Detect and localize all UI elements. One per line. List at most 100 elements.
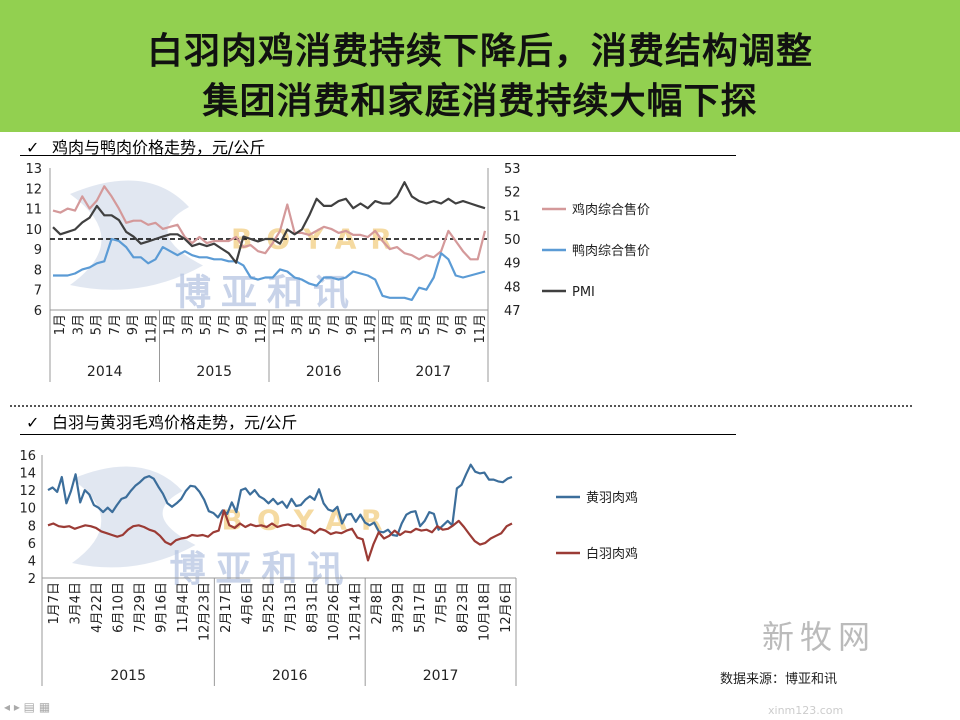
x-tick-label: 8月31日 bbox=[305, 582, 320, 633]
x-tick-label: 9月 bbox=[345, 314, 360, 335]
section1-heading: ✓ 鸡肉与鸭肉价格走势，元/公斤 bbox=[26, 134, 265, 158]
x-tick-label: 7月 bbox=[436, 314, 451, 335]
y-tick-label: 6 bbox=[28, 537, 36, 552]
y-tick-label: 12 bbox=[19, 484, 36, 499]
y-right-tick-label: 47 bbox=[504, 304, 521, 319]
y-left-tick-label: 9 bbox=[34, 243, 42, 258]
y-tick-label: 16 bbox=[19, 449, 36, 464]
x-tick-label: 9月 bbox=[236, 314, 251, 335]
section-divider bbox=[10, 405, 912, 407]
x-tick-label: 2月8日 bbox=[370, 582, 385, 625]
y-tick-label: 4 bbox=[28, 554, 36, 569]
x-tick-label: 8月23日 bbox=[456, 582, 471, 633]
x-tick-label: 2月17日 bbox=[219, 582, 234, 633]
x-tick-label: 3月 bbox=[400, 314, 415, 335]
x-tick-label: 1月 bbox=[163, 314, 178, 335]
x-tick-label: 4月6日 bbox=[241, 582, 256, 625]
x-tick-label: 3月4日 bbox=[68, 582, 83, 625]
watermark-url: xinm123.com bbox=[768, 704, 844, 717]
y-right-tick-label: 48 bbox=[504, 280, 521, 295]
series-line-1 bbox=[53, 237, 486, 301]
y-right-tick-label: 52 bbox=[504, 186, 521, 201]
y-left-tick-label: 13 bbox=[25, 162, 42, 177]
x-tick-label: 7月 bbox=[327, 314, 342, 335]
x-tick-label: 5月25日 bbox=[262, 582, 277, 633]
year-label: 2015 bbox=[196, 364, 232, 380]
x-tick-label: 5月 bbox=[199, 314, 214, 335]
x-tick-label: 3月 bbox=[181, 314, 196, 335]
x-tick-label: 3月29日 bbox=[392, 582, 407, 633]
x-tick-label: 7月 bbox=[108, 314, 123, 335]
x-tick-label: 3月 bbox=[290, 314, 305, 335]
x-tick-label: 9月 bbox=[126, 314, 141, 335]
x-tick-label: 1月7日 bbox=[47, 582, 62, 625]
x-tick-label: 12月6日 bbox=[499, 582, 514, 633]
title-banner: 白羽肉鸡消费持续下降后，消费结构调整 集团消费和家庭消费持续大幅下探 bbox=[0, 0, 960, 132]
watermark-cn: 博亚和讯 bbox=[170, 549, 354, 590]
x-tick-label: 7月13日 bbox=[284, 582, 299, 633]
x-tick-label: 11月 bbox=[363, 314, 378, 344]
series-line-0 bbox=[47, 463, 513, 537]
x-tick-label: 4月22日 bbox=[90, 582, 105, 633]
legend-label: 白羽肉鸡 bbox=[586, 546, 638, 562]
y-left-tick-label: 7 bbox=[34, 284, 42, 299]
y-left-tick-label: 11 bbox=[25, 203, 42, 218]
check-icon: ✓ bbox=[26, 413, 40, 432]
y-tick-label: 2 bbox=[28, 572, 36, 587]
year-label: 2015 bbox=[110, 668, 146, 684]
x-tick-label: 11月 bbox=[144, 314, 159, 344]
source-note: 数据来源：博亚和讯 bbox=[720, 672, 838, 687]
series-line-1 bbox=[47, 509, 513, 562]
year-label: 2014 bbox=[87, 364, 123, 380]
slide-nav-icons[interactable]: ◂ ▸ ▤ ▦ bbox=[4, 700, 51, 714]
legend-label: 鸭肉综合售价 bbox=[572, 243, 650, 259]
legend-label: 黄羽肉鸡 bbox=[586, 490, 638, 506]
y-right-tick-label: 53 bbox=[504, 162, 521, 177]
legend-label: 鸡肉综合售价 bbox=[572, 202, 650, 218]
x-tick-label: 10月18日 bbox=[478, 582, 493, 641]
page-title-line2: 集团消费和家庭消费持续大幅下探 bbox=[202, 81, 758, 122]
section2-underline bbox=[20, 434, 736, 435]
series-line-2 bbox=[52, 181, 486, 264]
x-tick-label: 5月 bbox=[418, 314, 433, 335]
section1-underline bbox=[20, 155, 736, 156]
y-tick-label: 10 bbox=[19, 502, 36, 517]
x-tick-label: 1月 bbox=[382, 314, 397, 335]
year-label: 2017 bbox=[423, 668, 459, 684]
x-tick-label: 6月10日 bbox=[111, 582, 126, 633]
x-tick-label: 5月 bbox=[309, 314, 324, 335]
x-tick-label: 11月4日 bbox=[176, 582, 191, 633]
section2-title: 白羽与黄羽毛鸡价格走势，元/公斤 bbox=[52, 413, 298, 432]
x-tick-label: 5月17日 bbox=[413, 582, 428, 633]
x-tick-label: 3月 bbox=[71, 314, 86, 335]
x-tick-label: 10月26日 bbox=[327, 582, 342, 641]
year-label: 2017 bbox=[415, 364, 451, 380]
section2-heading: ✓ 白羽与黄羽毛鸡价格走势，元/公斤 bbox=[26, 409, 297, 433]
year-label: 2016 bbox=[272, 668, 308, 684]
page-title-line1: 白羽肉鸡消费持续下降后，消费结构调整 bbox=[146, 31, 813, 72]
check-icon: ✓ bbox=[26, 138, 40, 157]
x-tick-label: 9月 bbox=[455, 314, 470, 335]
x-tick-label: 7月5日 bbox=[435, 582, 450, 625]
year-label: 2016 bbox=[306, 364, 342, 380]
y-right-tick-label: 51 bbox=[504, 209, 521, 224]
series-line-0 bbox=[52, 185, 487, 261]
y-left-tick-label: 10 bbox=[25, 223, 42, 238]
x-tick-label: 11月 bbox=[473, 314, 488, 344]
y-tick-label: 14 bbox=[19, 467, 36, 482]
x-tick-label: 12月14日 bbox=[348, 582, 363, 641]
x-tick-label: 7月29日 bbox=[133, 582, 148, 633]
legend-label: PMI bbox=[572, 285, 595, 300]
section1-title: 鸡肉与鸭肉价格走势，元/公斤 bbox=[52, 138, 266, 157]
y-left-tick-label: 8 bbox=[34, 263, 42, 278]
y-right-tick-label: 49 bbox=[504, 257, 521, 272]
y-left-tick-label: 6 bbox=[34, 304, 42, 319]
y-left-tick-label: 12 bbox=[25, 182, 42, 197]
x-tick-label: 1月 bbox=[272, 314, 287, 335]
x-tick-label: 7月 bbox=[217, 314, 232, 335]
watermark-en: BOYAR bbox=[222, 503, 397, 536]
y-right-tick-label: 50 bbox=[504, 233, 521, 248]
x-tick-label: 11月 bbox=[254, 314, 269, 344]
x-tick-label: 5月 bbox=[90, 314, 105, 335]
